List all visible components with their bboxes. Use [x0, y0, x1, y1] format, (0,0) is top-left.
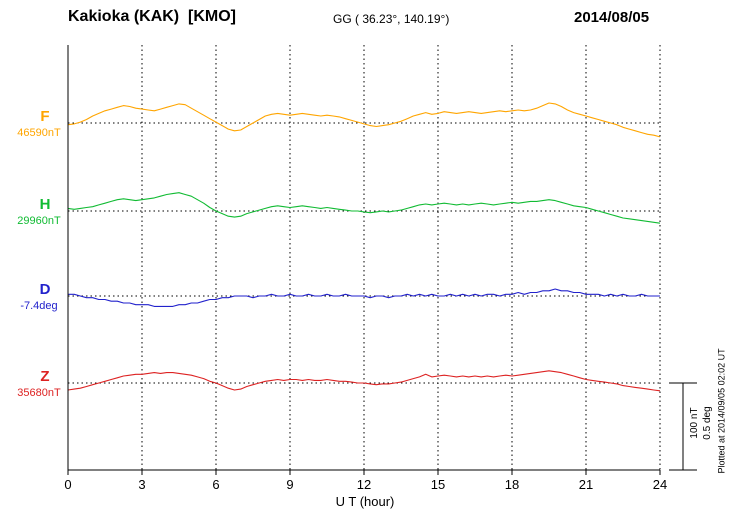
plot-date: 2014/08/05 — [574, 9, 650, 26]
baseline-value-H: 29960nT — [17, 215, 61, 227]
x-tick-label-15: 15 — [431, 477, 445, 492]
x-axis-label: U T (hour) — [335, 494, 395, 509]
x-tick-label-18: 18 — [505, 477, 519, 492]
x-tick-label-12: 12 — [357, 477, 371, 492]
x-tick-label-3: 3 — [138, 477, 145, 492]
scale-bar-label: 100 nT 0.5 deg — [688, 383, 714, 463]
component-label-Z: Z — [40, 368, 50, 385]
station-title: Kakioka (KAK) [KMO] — [68, 8, 237, 25]
baseline-value-Z: 35680nT — [17, 387, 61, 399]
x-tick-label-6: 6 — [212, 477, 219, 492]
component-label-D: D — [39, 281, 51, 298]
x-tick-label-21: 21 — [579, 477, 593, 492]
x-tick-label-9: 9 — [286, 477, 293, 492]
trace-H — [67, 192, 661, 224]
geographic-coordinates: GG ( 36.23°, 140.19°) — [333, 12, 450, 26]
x-tick-label-0: 0 — [64, 477, 71, 492]
component-label-F: F — [40, 108, 50, 125]
component-label-H: H — [39, 196, 51, 213]
trace-Z — [67, 370, 661, 392]
trace-D — [68, 288, 660, 307]
baseline-value-D: -7.4deg — [20, 300, 58, 312]
trace-F — [67, 102, 661, 138]
scale-bar-deg-label: 0.5 deg — [702, 406, 713, 440]
plotted-at-note: Plotted at 2014/09/05 02:02 UT — [716, 348, 727, 474]
x-tick-label-24: 24 — [653, 477, 667, 492]
baseline-value-F: 46590nT — [17, 127, 61, 139]
scale-bar-nT-label: 100 nT — [689, 407, 700, 439]
